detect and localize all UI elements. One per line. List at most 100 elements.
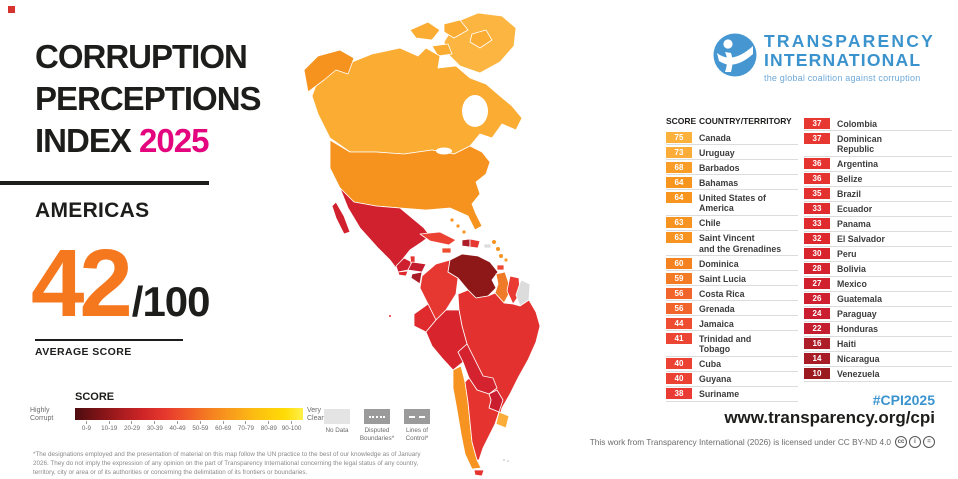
table-row: 60 Dominica bbox=[666, 256, 798, 271]
map-country-canada-arctic-island-1 bbox=[409, 21, 441, 41]
table-row: 37 Dominican Republic bbox=[804, 131, 952, 157]
table-row: 75 Canada bbox=[666, 130, 798, 145]
legend-gradient-bar bbox=[75, 408, 303, 420]
hashtag[interactable]: #CPI2025 bbox=[872, 392, 935, 408]
table-row: 26 Guatemala bbox=[804, 292, 952, 307]
title-line-2: PERCEPTIONS bbox=[35, 80, 262, 117]
table-row: 68 Barbados bbox=[666, 160, 798, 175]
map-lesser-antilles-1 bbox=[491, 239, 497, 245]
legend-tick: 80-89 bbox=[257, 421, 280, 432]
score-chip: 37 bbox=[804, 132, 830, 144]
website-url[interactable]: www.transparency.org/cpi bbox=[724, 408, 935, 427]
score-chip: 64 bbox=[666, 191, 692, 203]
ti-globe-icon bbox=[713, 33, 757, 77]
country-name: Argentina bbox=[837, 159, 879, 169]
title-line-3: INDEX 2025 bbox=[35, 122, 209, 159]
score-chip: 63 bbox=[666, 232, 692, 243]
ranking-column-2: 37 Colombia 37 Dominican Republic 36 Argentin… bbox=[804, 116, 952, 382]
table-row: 22 Honduras bbox=[804, 322, 952, 337]
score-chip: 36 bbox=[804, 173, 830, 184]
country-name: Dominican Republic bbox=[837, 133, 882, 155]
score-chip: 14 bbox=[804, 353, 830, 364]
country-name: United States of America bbox=[699, 192, 766, 214]
map-country-dominican-republic bbox=[469, 238, 481, 249]
country-name: Bolivia bbox=[837, 264, 866, 274]
table-row: 40 Cuba bbox=[666, 357, 798, 372]
average-score-value: 42 bbox=[31, 230, 133, 337]
legend-tick-labels: 0-9 10-19 20-29 30-39 40-49 50-59 60-69 70-79 80… bbox=[75, 421, 303, 432]
logo-text: TRANSPARENCY INTERNATIONAL the global co… bbox=[764, 31, 935, 84]
map-country-argentina bbox=[464, 377, 500, 461]
legend-label-very-clean: Very Clean bbox=[307, 407, 326, 423]
score-chip: 22 bbox=[804, 323, 830, 334]
country-name: Saint Vincent and the Grenadines bbox=[699, 233, 782, 254]
average-score-denominator: /100 bbox=[131, 278, 211, 325]
score-chip: 33 bbox=[804, 203, 830, 214]
map-country-el-salvador bbox=[397, 270, 409, 277]
map-country-uruguay bbox=[495, 411, 510, 429]
map-country-venezuela bbox=[447, 253, 499, 299]
table-row: 35 Brazil bbox=[804, 187, 952, 202]
page-title: CORRUPTION PERCEPTIONS INDEX 2025 bbox=[35, 36, 262, 162]
divider-rule bbox=[0, 181, 209, 185]
score-chip: 63 bbox=[666, 217, 692, 228]
table-row: 36 Belize bbox=[804, 172, 952, 187]
title-year: 2025 bbox=[139, 122, 209, 159]
country-name: Mexico bbox=[837, 279, 867, 289]
country-name: Canada bbox=[699, 132, 731, 143]
license-text: This work from Transparency Internationa… bbox=[589, 437, 891, 447]
americas-map-svg bbox=[303, 12, 541, 477]
legend-tick: 0-9 bbox=[75, 421, 98, 432]
transparency-international-logo: TRANSPARENCY INTERNATIONAL the global co… bbox=[712, 32, 935, 83]
country-name: Paraguay bbox=[837, 309, 877, 319]
great-lakes bbox=[436, 147, 452, 155]
table-row: 38 Suriname bbox=[666, 387, 798, 402]
table-row: 73 Uruguay bbox=[666, 145, 798, 160]
legend-tick: 30-39 bbox=[143, 421, 166, 432]
cc-icon: = bbox=[923, 436, 935, 448]
disputed-boundaries-swatch bbox=[364, 409, 390, 424]
score-chip: 24 bbox=[804, 308, 830, 319]
map-country-haiti bbox=[461, 238, 471, 248]
country-name: Venezuela bbox=[837, 369, 880, 379]
score-column-header: SCORE bbox=[666, 116, 697, 126]
legend-tick: 50-59 bbox=[189, 421, 212, 432]
legend-tick: 60-69 bbox=[212, 421, 235, 432]
logo-name-line-1: TRANSPARENCY bbox=[764, 31, 935, 51]
map-region-baja-california bbox=[331, 201, 351, 235]
map-region-tierra-del-fuego bbox=[473, 469, 485, 477]
country-name: Haiti bbox=[837, 339, 857, 349]
score-chip: 36 bbox=[804, 158, 830, 169]
score-chip: 56 bbox=[666, 302, 692, 314]
cc-icon: i bbox=[909, 436, 921, 448]
country-name: Guyana bbox=[699, 374, 732, 384]
table-row: 56 Grenada bbox=[666, 301, 798, 316]
map-territory-puerto-rico bbox=[483, 243, 492, 249]
country-name: Panama bbox=[837, 219, 871, 229]
country-name: Trinidad and Tobago bbox=[699, 333, 752, 355]
legend-lines-of-control: Lines of Control* bbox=[394, 409, 440, 442]
score-chip: 60 bbox=[666, 257, 692, 269]
score-chip: 68 bbox=[666, 161, 692, 173]
table-row: 64 Bahamas bbox=[666, 175, 798, 190]
cc-license-icons: cc i = bbox=[895, 436, 935, 448]
country-name: Belize bbox=[837, 174, 863, 184]
country-name: Barbados bbox=[699, 162, 740, 173]
map-falkland-islands-1 bbox=[502, 458, 506, 462]
score-chip: 32 bbox=[804, 233, 830, 244]
table-row: 24 Paraguay bbox=[804, 307, 952, 322]
table-row: 40 Guyana bbox=[666, 372, 798, 387]
table-row: 63 Saint Vincent and the Grenadines bbox=[666, 231, 798, 256]
table-row: 33 Ecuador bbox=[804, 202, 952, 217]
americas-map bbox=[292, 8, 652, 478]
country-name: Saint Lucia bbox=[699, 273, 746, 284]
score-chip: 64 bbox=[666, 176, 692, 188]
legend-tick: 70-79 bbox=[235, 421, 258, 432]
country-name: Honduras bbox=[837, 324, 879, 334]
country-name: El Salvador bbox=[837, 234, 885, 244]
legend-tick: 90-100 bbox=[280, 421, 303, 432]
score-chip: 59 bbox=[666, 272, 692, 284]
logo-tagline: the global coalition against corruption bbox=[764, 73, 921, 83]
map-country-canada-arctic-island-4 bbox=[431, 43, 453, 57]
table-row: 56 Costa Rica bbox=[666, 286, 798, 301]
